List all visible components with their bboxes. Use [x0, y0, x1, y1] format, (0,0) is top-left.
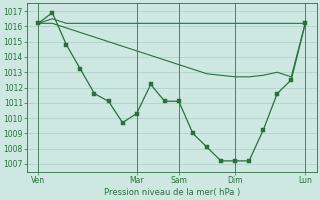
X-axis label: Pression niveau de la mer( hPa ): Pression niveau de la mer( hPa ): [104, 188, 240, 197]
